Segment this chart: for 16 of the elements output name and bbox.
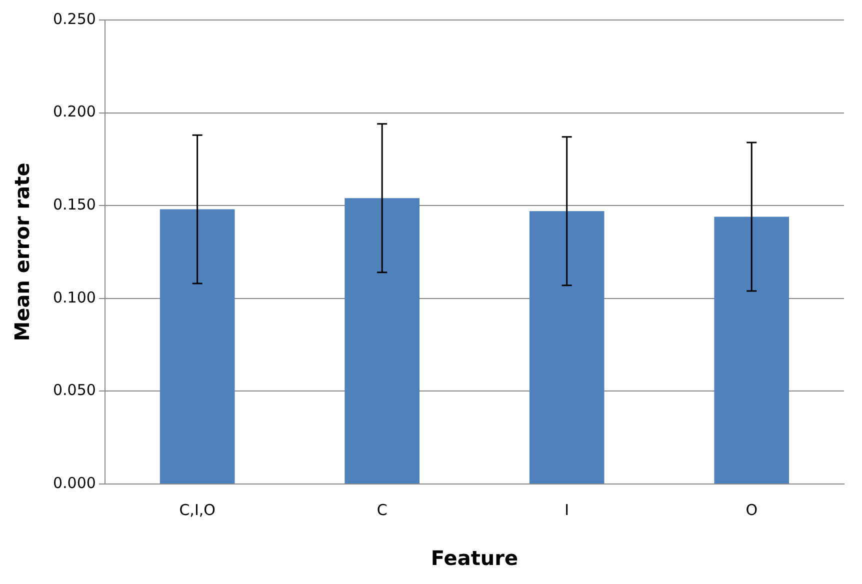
- y-tick-label: 0.200: [52, 102, 96, 121]
- y-tick-label: 0.250: [52, 10, 96, 28]
- y-tick-label: 0.050: [52, 381, 96, 400]
- y-tick-label: 0.000: [52, 474, 96, 492]
- y-axis-title: Mean error rate: [10, 162, 34, 342]
- x-tick-label: C: [376, 500, 388, 519]
- x-tick-label: C,I,O: [179, 500, 216, 519]
- x-axis-title: Feature: [430, 546, 518, 570]
- bar: [529, 211, 604, 484]
- bar: [714, 216, 790, 484]
- y-tick-label: 0.100: [52, 288, 96, 306]
- bar: [160, 209, 235, 484]
- x-tick-label: O: [746, 500, 758, 519]
- x-tick-label: I: [564, 500, 570, 519]
- y-tick-label: 0.150: [52, 195, 96, 214]
- bar: [344, 198, 420, 484]
